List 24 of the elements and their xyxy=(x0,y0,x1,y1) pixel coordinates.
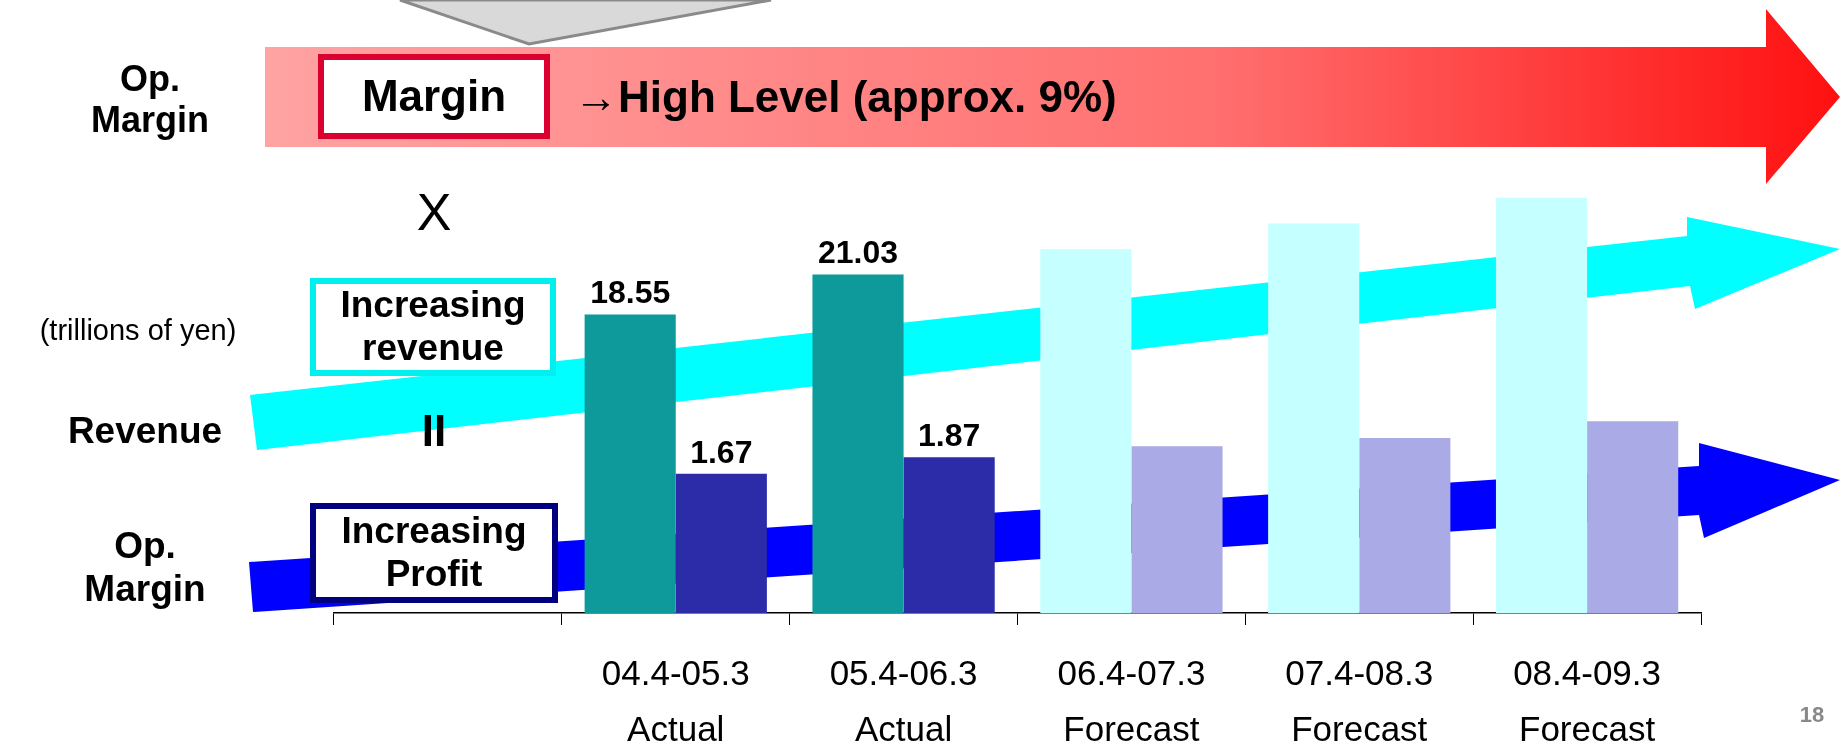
data-label: 1.67 xyxy=(690,433,753,470)
x-tick-label: 08.4-09.3 Forecast xyxy=(1513,652,1662,745)
data-label: 18.55 xyxy=(590,274,671,311)
y-axis-title: (trillions of yen) xyxy=(39,314,237,348)
bar xyxy=(812,274,904,613)
text: Op. Margin xyxy=(84,525,206,611)
data-label: 21.03 xyxy=(817,234,899,271)
text: Revenue xyxy=(67,409,223,453)
text: 18 xyxy=(1799,702,1825,728)
bar xyxy=(1495,197,1588,613)
text: Op. Margin xyxy=(90,57,210,141)
annotation: Increasing revenue xyxy=(310,278,556,376)
x-tick-label: 07.4-08.3 Forecast xyxy=(1285,652,1434,745)
x-tick-label: 04.4-05.3 Actual xyxy=(601,652,750,745)
text: →High Level (approx. 9%) xyxy=(574,71,1117,123)
bar xyxy=(1040,249,1132,613)
data-label: 1.87 xyxy=(918,416,981,453)
bar xyxy=(584,314,676,613)
bar xyxy=(1268,223,1360,613)
annotation: Increasing Profit xyxy=(310,503,558,603)
x-tick-label: 05.4-06.3 Actual xyxy=(829,652,978,745)
x-tick-label: 06.4-07.3 Forecast xyxy=(1057,652,1206,745)
text: Margin xyxy=(318,54,550,139)
annotation: X xyxy=(416,183,452,243)
